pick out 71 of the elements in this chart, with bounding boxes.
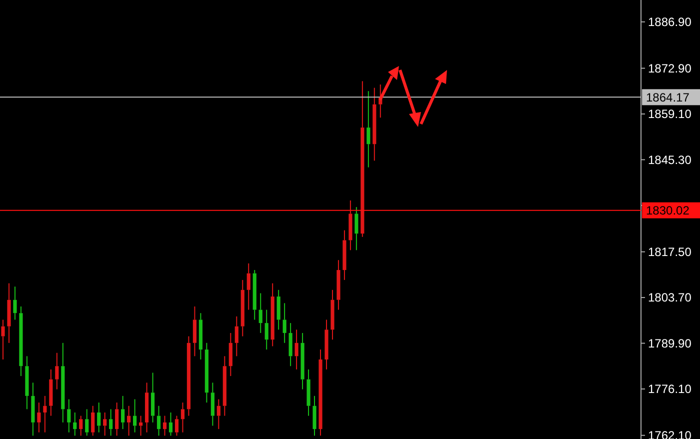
candlestick <box>7 282 11 344</box>
y-tick-label: 1817.50 <box>648 245 692 260</box>
candlestick <box>366 90 370 168</box>
candlestick <box>312 395 316 436</box>
candlestick <box>204 342 208 404</box>
candlestick <box>121 395 125 430</box>
candlestick <box>282 302 286 344</box>
candlestick <box>168 412 173 436</box>
candlestick <box>156 405 161 436</box>
y-tick-label: 1845.30 <box>648 152 692 167</box>
y-tick-label: 1872.90 <box>648 61 692 76</box>
y-tick-label: 1789.90 <box>648 336 692 350</box>
candlestick <box>252 270 256 320</box>
candlestick <box>330 289 334 340</box>
candlestick <box>234 316 238 357</box>
candlestick <box>127 405 131 436</box>
candlestick <box>324 319 328 370</box>
ref-line-label: 1864.17 <box>646 90 690 104</box>
candlestick <box>180 402 185 433</box>
candlestick <box>336 260 340 310</box>
candlestick <box>276 289 280 330</box>
candlestick <box>162 415 167 436</box>
candlestick <box>300 332 304 390</box>
candlestick <box>91 405 95 436</box>
candlestick <box>228 332 232 377</box>
candlestick <box>372 87 376 162</box>
candlestick <box>132 398 137 433</box>
candlestick <box>306 368 310 416</box>
candlestick <box>222 356 226 416</box>
candlestick <box>55 352 59 390</box>
candlestick <box>19 306 23 377</box>
candlestick <box>13 286 17 320</box>
candlestick <box>246 262 250 310</box>
candlestick <box>109 408 113 436</box>
candlestick <box>37 402 41 433</box>
ref-line-label: 1830.02 <box>646 204 690 218</box>
candlestick <box>73 412 77 436</box>
candlestick <box>348 200 352 251</box>
candlestick <box>67 398 71 433</box>
candlestick <box>85 408 89 436</box>
candlestick <box>198 312 202 360</box>
candlestick <box>61 342 65 423</box>
candlestick <box>342 230 346 280</box>
candlestick <box>360 80 364 238</box>
candlestick <box>174 415 179 436</box>
candlestick <box>240 279 244 337</box>
candlestick <box>192 306 196 357</box>
y-tick-label: 1803.70 <box>648 290 692 305</box>
candlestick <box>150 372 155 423</box>
y-tick-label: 1776.10 <box>648 382 692 396</box>
candlestick <box>49 368 53 416</box>
candlestick <box>186 336 190 416</box>
candlestick <box>270 282 274 347</box>
candlestick <box>97 402 101 433</box>
candlestick <box>264 309 268 350</box>
candlestick <box>43 395 47 433</box>
candlestick <box>79 415 83 436</box>
candlestick <box>258 292 262 334</box>
candlestick <box>25 356 29 410</box>
y-tick-label: 1859.10 <box>648 107 692 122</box>
candlestick <box>210 382 214 426</box>
candlestick <box>115 402 119 436</box>
candlestick <box>144 382 149 433</box>
y-tick-label: 1886.90 <box>648 15 692 30</box>
candlestick <box>1 319 5 360</box>
candlestick <box>216 398 220 430</box>
candlestick <box>288 322 292 367</box>
candlestick <box>318 349 322 436</box>
candlestick <box>294 329 298 370</box>
candlestick <box>31 382 35 436</box>
candlestick <box>103 412 107 436</box>
